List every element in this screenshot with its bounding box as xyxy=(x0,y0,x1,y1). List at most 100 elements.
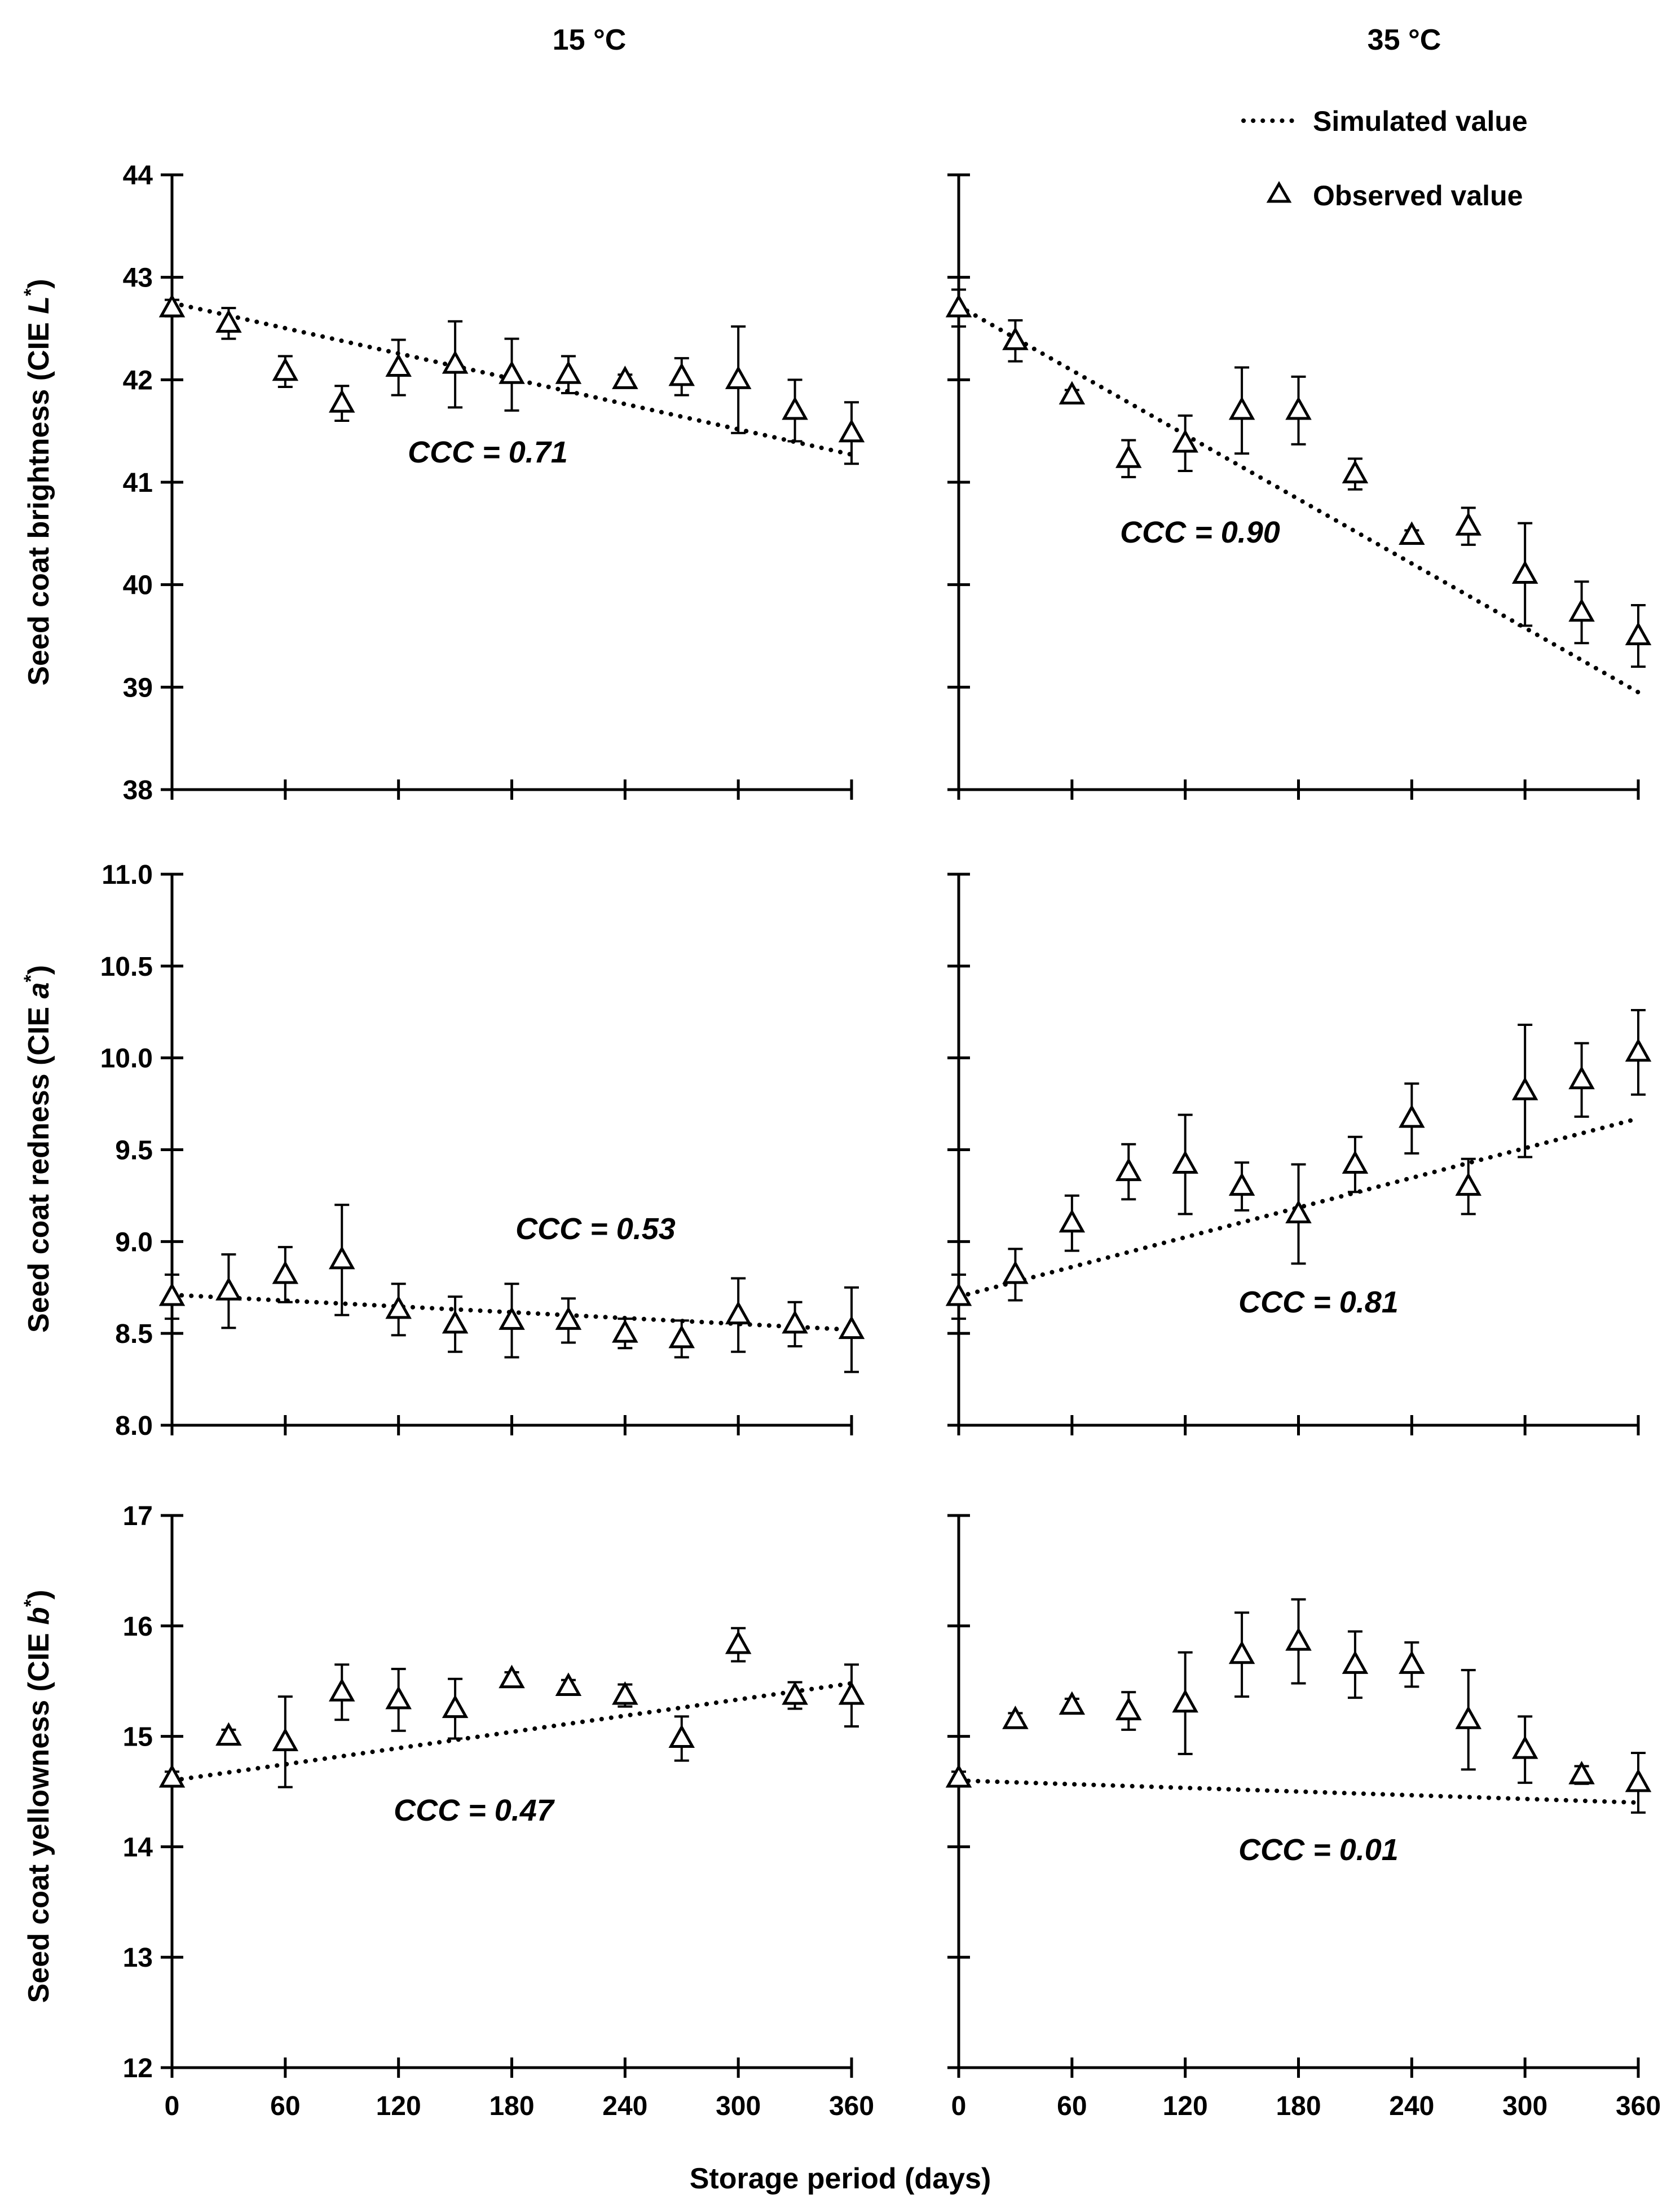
column-title-35c: 35 °C xyxy=(1368,24,1441,56)
y-tick-label: 41 xyxy=(123,468,153,498)
panel-a-15C: 8.0 8.5 9.0 9.5 10.0 10.5 11.0 CCC = 0.53 xyxy=(100,860,865,1441)
observed-point xyxy=(442,1694,469,1719)
observed-point xyxy=(158,1282,186,1306)
observed-point xyxy=(328,389,355,413)
observed-point xyxy=(1568,598,1595,622)
observed-point xyxy=(725,365,752,389)
observed-point xyxy=(385,1685,412,1709)
observed-point xyxy=(328,1245,355,1270)
observed-point xyxy=(385,1295,412,1319)
observed-point xyxy=(1342,460,1369,483)
y-axis-title-variable: b xyxy=(23,1607,55,1625)
observed-point xyxy=(1285,396,1312,420)
y-tick-label: 43 xyxy=(123,263,153,293)
observed-point xyxy=(1455,1706,1482,1729)
observed-point xyxy=(1172,429,1198,453)
observed-point xyxy=(272,357,299,381)
panels: 38 39 40 41 42 43 44 CCC = 0.71 CCC = 0.90 8.0 8.5… xyxy=(100,161,1661,2121)
simulated-line xyxy=(956,1116,1641,1299)
observed-point xyxy=(555,1672,582,1696)
observed-point xyxy=(1399,1650,1425,1674)
y-tick-label: 14 xyxy=(123,1832,153,1862)
x-tick-label: 180 xyxy=(1276,2091,1321,2121)
ccc-annotation: CCC = 0.71 xyxy=(408,435,568,469)
y-axis-title-superscript: * xyxy=(20,1599,42,1607)
y-axis-title-redness: Seed coat redness (CIE a*) xyxy=(20,965,55,1333)
observed-point xyxy=(612,1319,638,1343)
observed-point xyxy=(499,1306,525,1330)
observed-point xyxy=(838,1681,865,1705)
observed-point xyxy=(1059,1691,1086,1715)
observed-point xyxy=(272,1728,299,1751)
y-tick-label: 11.0 xyxy=(102,860,153,890)
y-axis-title-variable: a xyxy=(23,982,55,999)
observed-point xyxy=(782,1310,808,1334)
x-tick-label: 180 xyxy=(489,2091,534,2121)
legend-observed-marker xyxy=(1266,181,1292,203)
observed-point xyxy=(1342,1650,1369,1674)
observed-point xyxy=(668,362,695,386)
observed-point xyxy=(499,1664,525,1689)
y-axis-title-superscript: * xyxy=(20,288,42,296)
x-tick-label: 120 xyxy=(1163,2091,1208,2121)
observed-point xyxy=(1568,1065,1595,1090)
observed-point xyxy=(442,1310,469,1334)
observed-point xyxy=(1172,1689,1198,1713)
x-tick-label: 360 xyxy=(1616,2091,1661,2121)
ccc-annotation: CCC = 0.47 xyxy=(394,1794,555,1827)
panel-b-15C: 12 13 14 15 16 17 0 60 120 180 240 300 360 CCC = 0.47 xyxy=(123,1501,874,2121)
x-axis-title: Storage period (days) xyxy=(690,2162,991,2195)
observed-point xyxy=(158,294,186,318)
y-tick-label: 44 xyxy=(123,161,153,191)
y-tick-label: 9.5 xyxy=(115,1136,153,1166)
observed-point xyxy=(1228,1640,1255,1664)
y-axis-title-text: Seed coat redness (CIE xyxy=(23,999,55,1333)
x-tick-label: 240 xyxy=(1389,2091,1434,2121)
observed-point xyxy=(1228,1172,1255,1196)
x-tick-label: 360 xyxy=(829,2091,874,2121)
x-tick-label: 120 xyxy=(376,2091,421,2121)
observed-point xyxy=(272,1260,299,1284)
observed-point xyxy=(1399,521,1425,545)
ccc-annotation: CCC = 0.81 xyxy=(1238,1285,1399,1319)
x-tick-label: 0 xyxy=(165,2091,180,2121)
observed-point xyxy=(1455,512,1482,536)
observed-point xyxy=(1285,1627,1312,1651)
column-title-15c: 15 °C xyxy=(553,24,627,56)
observed-point xyxy=(1002,1260,1029,1284)
observed-point xyxy=(1115,1157,1142,1182)
observed-point xyxy=(442,350,469,374)
y-tick-label: 8.5 xyxy=(115,1319,153,1349)
ccc-annotation: CCC = 0.01 xyxy=(1238,1833,1399,1867)
observed-point xyxy=(555,1306,582,1330)
observed-point xyxy=(725,1301,752,1325)
y-tick-label: 12 xyxy=(123,2054,153,2083)
panel-L-35C: CCC = 0.90 xyxy=(945,173,1652,800)
observed-point xyxy=(1115,444,1142,468)
observed-point xyxy=(945,294,972,318)
observed-point xyxy=(668,1324,695,1349)
observed-point xyxy=(1625,622,1652,645)
y-tick-label: 13 xyxy=(123,1943,153,1973)
y-axis-title-yellowness: Seed coat yellowness (CIE b*) xyxy=(20,1590,55,2003)
observed-point xyxy=(1568,1761,1595,1785)
observed-point xyxy=(1511,1077,1538,1100)
observed-point xyxy=(945,1282,972,1306)
observed-point xyxy=(1002,327,1029,350)
observed-point xyxy=(945,1764,972,1788)
y-tick-label: 10.0 xyxy=(100,1044,153,1074)
observed-point xyxy=(328,1678,355,1702)
y-tick-label: 9.0 xyxy=(115,1227,153,1257)
observed-point xyxy=(1285,1200,1312,1223)
observed-point xyxy=(1511,560,1538,584)
observed-point xyxy=(1342,1150,1369,1174)
y-tick-label: 8.0 xyxy=(115,1411,153,1441)
y-axis-title-close: ) xyxy=(23,1590,55,1600)
x-tick-label: 60 xyxy=(270,2091,300,2121)
y-axis-title-close: ) xyxy=(23,279,55,288)
observed-point xyxy=(1511,1735,1538,1759)
x-tick-label: 300 xyxy=(1502,2091,1547,2121)
y-axis-title-text: Seed coat brightness (CIE xyxy=(23,314,55,686)
observed-point xyxy=(782,1681,808,1705)
